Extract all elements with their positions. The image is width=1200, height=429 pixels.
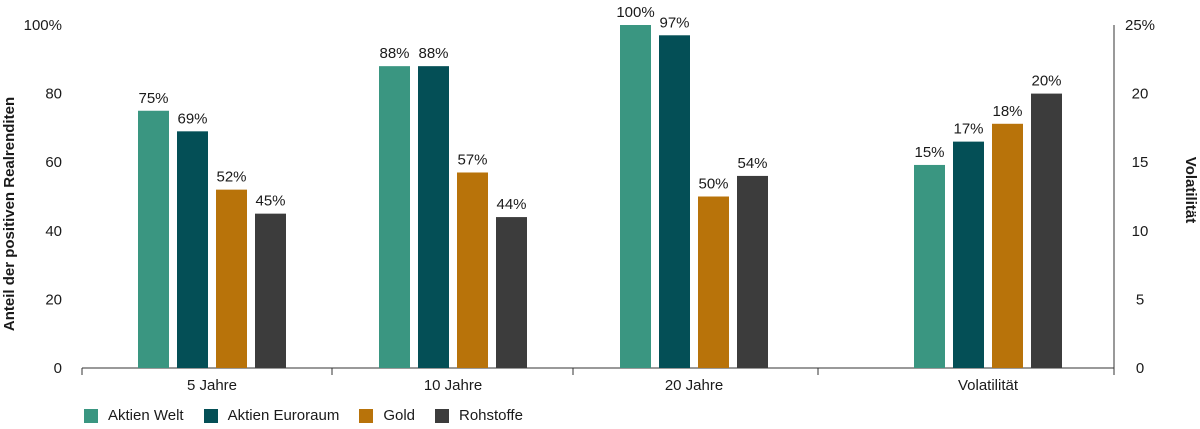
legend-label: Aktien Welt: [108, 407, 184, 424]
bar-value-label: 97%: [659, 14, 689, 31]
bar-value-label: 57%: [457, 151, 487, 168]
legend-item-gold: Gold: [359, 407, 415, 424]
bar-value-label: 18%: [992, 103, 1022, 120]
y-right-tick-label: 5: [1136, 291, 1144, 308]
bar: [138, 110, 169, 368]
y-left-tick-label: 0: [54, 360, 62, 377]
legend-swatch: [359, 408, 374, 423]
bar: [737, 175, 768, 368]
axes: 0 20 40 60 80 100% 0 5 10 15 20 25% 5 Jahre 10 Jahre 2…: [24, 17, 1155, 394]
data-labels: 75% 69% 52% 45% 88% 88% 57% 44% 100% 97% 50% 54% 15%…: [138, 4, 1061, 213]
legend-item-rohstoffe: Rohstoffe: [435, 407, 523, 424]
x-tick-label: 10 Jahre: [424, 377, 482, 394]
legend-label: Gold: [383, 407, 415, 424]
bar: [379, 66, 410, 368]
bar: [255, 213, 286, 368]
bar-value-label: 50%: [698, 176, 728, 193]
bar: [496, 217, 527, 368]
bar-value-label: 88%: [418, 45, 448, 62]
legend-swatch: [203, 408, 218, 423]
legend-label: Rohstoffe: [459, 407, 523, 424]
bar-value-label: 17%: [953, 121, 983, 138]
y-axis-left-title: Anteil der positiven Realrenditen: [1, 97, 18, 331]
x-tick-label: 20 Jahre: [665, 377, 723, 394]
legend-item-aktien-euroraum: Aktien Euroraum: [203, 407, 340, 424]
bar: [457, 172, 488, 368]
y-left-tick-label: 20: [45, 291, 62, 308]
y-right-tick-label: 25%: [1125, 17, 1155, 34]
y-right-tick-label: 15: [1132, 154, 1149, 171]
legend-swatch: [84, 408, 98, 423]
y-left-tick-label: 100%: [24, 17, 62, 34]
bar-value-label: 88%: [379, 45, 409, 62]
bar: [953, 141, 984, 368]
legend-swatch: [435, 408, 449, 423]
bar: [216, 189, 247, 368]
y-right-tick-label: 10: [1132, 223, 1149, 240]
y-right-tick-label: 20: [1132, 86, 1149, 103]
bar-value-label: 54%: [737, 155, 767, 172]
bars: [138, 25, 1062, 368]
bar-value-label: 15%: [914, 144, 944, 161]
bar-value-label: 20%: [1031, 73, 1061, 90]
legend: Aktien Welt Aktien Euroraum Gold Rohstof…: [84, 407, 543, 424]
bar: [698, 196, 729, 368]
bar-value-label: 44%: [496, 196, 526, 213]
y-left-tick-label: 60: [45, 154, 62, 171]
y-axis-right-title: Volatilität: [1182, 157, 1199, 223]
legend-item-aktien-welt: Aktien Welt: [84, 407, 184, 424]
y-left-tick-label: 80: [45, 86, 62, 103]
y-right-tick-label: 0: [1136, 360, 1144, 377]
bar-value-label: 69%: [177, 110, 207, 127]
bar: [914, 164, 945, 368]
bar-value-label: 75%: [138, 90, 168, 107]
bar-value-label: 100%: [616, 4, 654, 21]
bar: [177, 131, 208, 368]
bar: [992, 123, 1023, 368]
legend-label: Aktien Euroraum: [227, 407, 340, 424]
bar-value-label: 52%: [216, 169, 246, 186]
bar: [1031, 93, 1062, 368]
bar: [659, 35, 690, 368]
bar: [418, 66, 449, 368]
x-tick-label: 5 Jahre: [187, 377, 237, 394]
y-left-tick-label: 40: [45, 223, 62, 240]
bar-value-label: 45%: [255, 193, 285, 210]
x-tick-label: Volatilität: [958, 377, 1019, 394]
bar: [620, 25, 651, 368]
